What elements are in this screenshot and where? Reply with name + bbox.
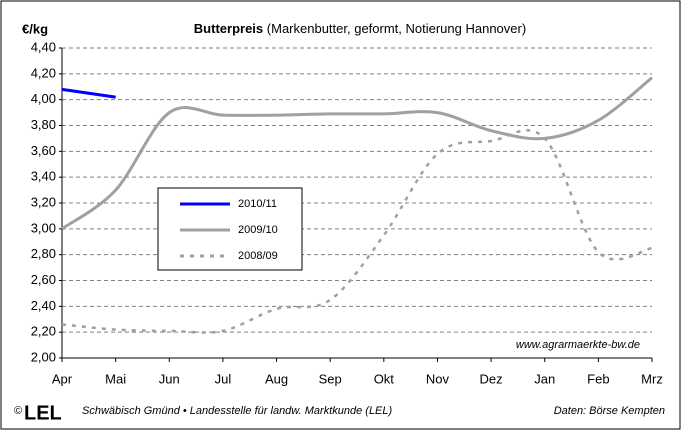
y-tick-label: 2,00 [31,349,56,364]
y-tick-label: 2,80 [31,246,56,261]
x-tick-label: Sep [319,371,342,386]
y-tick-label: 3,80 [31,117,56,132]
y-tick-label: 4,20 [31,65,56,80]
legend-label: 2010/11 [238,198,277,210]
x-tick-label: Mai [105,371,126,386]
x-tick-label: Dez [480,371,503,386]
x-tick-label: Jul [215,371,232,386]
y-tick-label: 2,60 [31,272,56,287]
x-tick-label: Mrz [641,371,663,386]
x-tick-label: Aug [265,371,288,386]
chart-title: Butterpreis (Markenbutter, geformt, Noti… [194,21,526,36]
y-tick-label: 3,40 [31,169,56,184]
series-line [61,87,116,99]
x-tick-label: Okt [374,371,395,386]
footer-right: Daten: Börse Kempten [554,405,665,417]
y-tick-label: 3,00 [31,220,56,235]
legend-label: 2008/09 [238,250,278,262]
x-tick-label: Jan [534,371,555,386]
y-tick-label: 3,60 [31,143,56,158]
footer-left: Schwäbisch Gmünd • Landesstelle für land… [82,405,393,417]
logo: LEL [24,402,62,424]
x-tick-label: Jun [159,371,180,386]
y-tick-label: 4,00 [31,91,56,106]
title: Butterpreis [194,21,263,36]
watermark: www.agrarmaerkte-bw.de [516,339,640,351]
y-tick-label: 2,40 [31,298,56,313]
legend-label: 2009/10 [238,224,278,236]
subtitle: (Markenbutter, geformt, Notierung Hannov… [267,21,526,36]
logo-mark: © [14,405,22,417]
x-tick-label: Nov [426,371,450,386]
y-tick-label: 3,20 [31,194,56,209]
y-tick-label: 2,20 [31,324,56,339]
x-tick-label: Feb [587,371,609,386]
x-tick-label: Apr [52,371,73,386]
y-axis-label: €/kg [22,21,48,36]
series-line [61,76,653,231]
y-tick-label: 4,40 [31,39,56,54]
